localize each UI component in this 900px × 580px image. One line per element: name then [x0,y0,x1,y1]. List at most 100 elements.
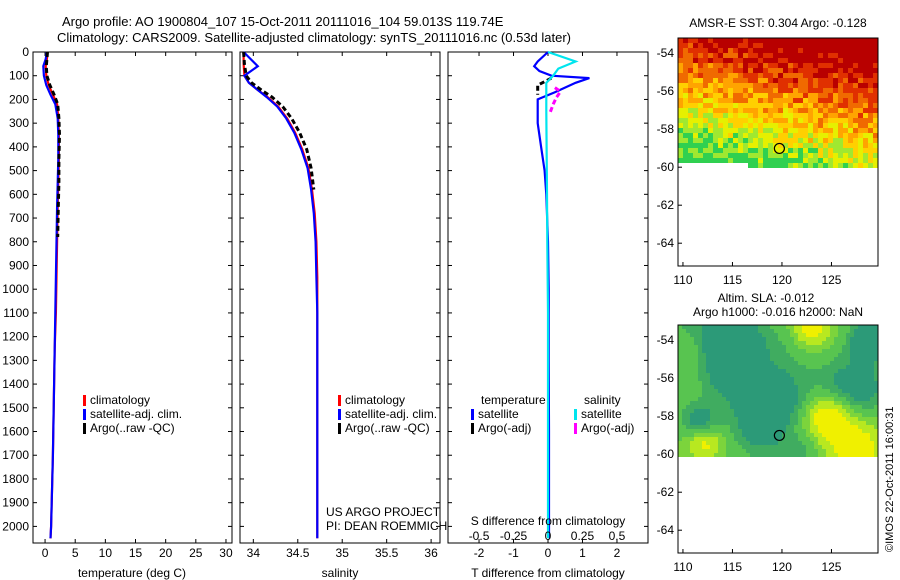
sla-cell [794,401,798,405]
sla-cell [754,425,758,429]
sla-cell [682,325,686,329]
sla-cell [782,449,786,453]
sla-cell [854,337,858,341]
sla-cell [770,349,774,353]
sla-cell [778,409,782,413]
sla-cell [822,445,826,449]
sla-cell [838,369,842,373]
sla-cell [702,357,706,361]
sla-cell [810,389,814,393]
sla-cell [786,421,790,425]
sla-cell [806,449,810,453]
series-line-satellite-temperature [532,51,590,539]
sla-cell [702,393,706,397]
sst-cell [833,53,838,58]
sla-cell [834,441,838,445]
sla-cell [838,437,842,441]
sla-cell [678,445,682,449]
sla-cell [866,389,870,393]
sla-cell [686,345,690,349]
sla-cell [778,393,782,397]
sla-cell [830,449,834,453]
sst-cell [823,78,828,83]
sla-cell [822,429,826,433]
x-tick-label-secondary: 0 [545,529,552,543]
sst-cell [858,58,863,63]
sla-cell [834,385,838,389]
sst-cell [808,58,813,63]
imos-timestamp: ©IMOS 22-Oct-2011 16:00:31 [884,406,896,552]
x-tick-label: -2 [474,546,485,560]
sst-cell [863,73,868,78]
sla-cell [842,449,846,453]
sla-cell [742,437,746,441]
sla-cell [842,341,846,345]
sla-cell [706,397,710,401]
sla-cell [742,441,746,445]
sst-cell [713,153,718,158]
sst-cell [798,103,803,108]
sst-cell [778,83,783,88]
sla-cell [774,449,778,453]
sla-cell [766,381,770,385]
sla-cell [862,329,866,333]
sst-cell [833,158,838,163]
sst-cell [823,98,828,103]
sla-cell [790,389,794,393]
sla-cell [862,381,866,385]
sla-cell [678,349,682,353]
sla-cell [806,425,810,429]
legend-entry: satellite-adj. clim. [345,407,437,421]
sla-cell [734,337,738,341]
sla-cell [874,341,878,345]
sst-cell [868,163,873,168]
sla-cell [806,421,810,425]
sst-cell [793,148,798,153]
sla-cell [698,357,702,361]
sst-cell [783,53,788,58]
sla-cell [730,429,734,433]
sla-cell [806,441,810,445]
sla-cell [750,449,754,453]
sla-cell [794,413,798,417]
sla-cell [682,329,686,333]
sst-cell [683,133,688,138]
sla-cell [770,361,774,365]
sla-cell [758,345,762,349]
sla-cell [758,353,762,357]
sla-cell [782,377,786,381]
sst-cell [708,103,713,108]
sla-cell [706,381,710,385]
sla-cell [822,349,826,353]
sla-cell [794,369,798,373]
sla-cell [786,333,790,337]
sla-cell [794,333,798,337]
sla-cell [714,441,718,445]
sla-cell [766,405,770,409]
sla-cell [682,361,686,365]
sst-cell [828,153,833,158]
sst-cell [868,153,873,158]
sst-cell [853,53,858,58]
sst-cell [818,123,823,128]
sst-cell [868,128,873,133]
sla-cell [730,353,734,357]
sla-cell [850,329,854,333]
sst-cell [723,53,728,58]
sst-cell [723,83,728,88]
sla-cell [802,373,806,377]
sla-cell [786,425,790,429]
sla-cell [866,405,870,409]
sla-cell [810,401,814,405]
sla-cell [702,453,706,457]
sla-cell [786,365,790,369]
sst-cell [713,78,718,83]
sla-cell [826,397,830,401]
sla-cell [810,337,814,341]
sla-cell [870,337,874,341]
sla-cell [802,453,806,457]
sla-cell [686,413,690,417]
sla-cell [762,381,766,385]
sst-cell [678,43,683,48]
sst-cell [823,83,828,88]
